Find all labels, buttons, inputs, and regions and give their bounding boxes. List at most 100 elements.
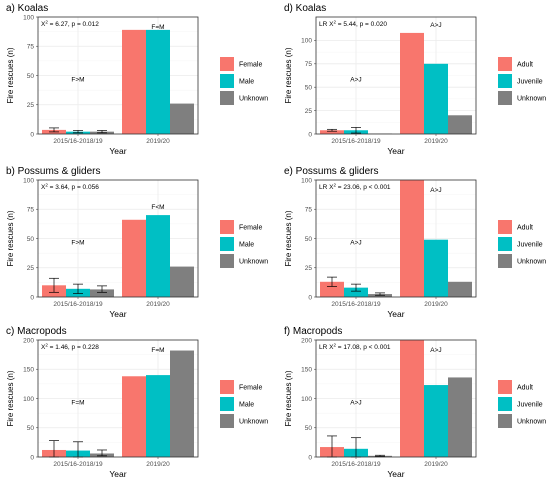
x-tick-label: 2019/20	[146, 301, 170, 308]
y-tick-label: 75	[305, 61, 313, 68]
y-tick-label: 100	[301, 396, 312, 403]
bar-unknown	[448, 115, 472, 134]
bar-male	[146, 215, 170, 297]
chart-panel: 0 25 50 75 100 2015/16-2018/19 2019/20 F>M F=M X2…	[6, 3, 268, 156]
category-annotation: F=M	[151, 24, 164, 31]
category-annotation: A>J	[430, 187, 441, 194]
y-tick-label: 150	[23, 367, 34, 374]
category-annotation: F>M	[71, 76, 84, 83]
legend-key	[498, 380, 512, 394]
x-axis-title: Year	[387, 309, 404, 319]
y-axis-title: Fire rescues (n)	[284, 370, 293, 426]
legend-key	[498, 57, 512, 71]
y-tick-label: 50	[27, 236, 35, 243]
legend-key	[220, 397, 234, 411]
x-axis-title: Year	[109, 309, 126, 319]
y-tick-label: 150	[301, 367, 312, 374]
legend-key	[220, 237, 234, 251]
bar-juvenile	[424, 385, 448, 457]
chart-panel: 0 50 100 150 200 2015/16-2018/19 2019/20 A>J A>J…	[284, 326, 546, 479]
legend-key	[498, 397, 512, 411]
x-axis-title: Year	[109, 469, 126, 479]
category-annotation: F=M	[71, 399, 84, 406]
category-annotation: A>J	[350, 76, 361, 83]
bar-unknown	[170, 266, 194, 297]
bar-unknown	[448, 377, 472, 457]
bar-unknown	[90, 289, 114, 297]
legend-label: Juvenile	[517, 402, 543, 409]
y-tick-label: 75	[305, 207, 313, 214]
stat-annotation: LR X2 = 23.06, p < 0.001	[319, 183, 391, 192]
bar-male	[146, 29, 170, 134]
plot-border	[315, 339, 477, 458]
stat-annotation: LR X2 = 5.44, p = 0.020	[319, 20, 387, 29]
y-tick-label: 100	[23, 396, 34, 403]
category-annotation: A>J	[430, 347, 441, 354]
legend-label: Female	[239, 225, 262, 232]
y-tick-label: 0	[30, 131, 34, 138]
x-tick-label: 2015/16-2018/19	[331, 301, 381, 308]
y-tick-label: 100	[23, 177, 34, 184]
legend-label: Male	[239, 242, 254, 249]
legend-label: Male	[239, 79, 254, 86]
panel-title: f) Macropods	[284, 326, 342, 337]
plot-border	[37, 16, 199, 135]
y-tick-label: 100	[301, 38, 312, 45]
panel-title: a) Koalas	[6, 3, 48, 14]
bar-adult	[320, 281, 344, 297]
y-tick-label: 100	[23, 14, 34, 21]
stat-annotation: X2 = 3.64, p = 0.056	[41, 183, 99, 192]
panel-title: e) Possums & gliders	[284, 166, 378, 177]
legend-label: Adult	[517, 385, 533, 392]
legend-label: Unknown	[239, 259, 268, 266]
y-tick-label: 0	[30, 294, 34, 301]
chart-panel: 0 50 100 150 200 2015/16-2018/19 2019/20 F=M F=M…	[6, 326, 268, 479]
x-tick-label: 2019/20	[146, 461, 170, 468]
y-tick-label: 75	[27, 44, 35, 51]
y-tick-label: 50	[27, 73, 35, 80]
y-tick-label: 50	[305, 236, 313, 243]
legend-label: Male	[239, 402, 254, 409]
legend-key	[220, 220, 234, 234]
y-axis-title: Fire rescues (n)	[6, 210, 15, 266]
chart-panel: 0 25 50 75 100 2015/16-2018/19 2019/20 F>M F<M X2…	[6, 166, 268, 319]
y-axis-title: Fire rescues (n)	[284, 210, 293, 266]
legend-label: Female	[239, 62, 262, 69]
legend-label: Unknown	[517, 96, 546, 103]
legend-key	[220, 414, 234, 428]
legend-key	[498, 91, 512, 105]
y-tick-label: 50	[27, 425, 35, 432]
y-tick-label: 25	[305, 108, 313, 115]
bar-juvenile	[344, 287, 368, 297]
x-tick-label: 2015/16-2018/19	[331, 461, 381, 468]
y-tick-label: 200	[23, 337, 34, 344]
stat-annotation: X2 = 1.46, p = 0.228	[41, 343, 99, 352]
category-annotation: F=M	[151, 347, 164, 354]
legend-key	[498, 74, 512, 88]
x-tick-label: 2015/16-2018/19	[53, 138, 103, 145]
bar-unknown	[448, 281, 472, 297]
y-tick-label: 50	[305, 425, 313, 432]
y-axis-title: Fire rescues (n)	[6, 370, 15, 426]
y-tick-label: 0	[308, 294, 312, 301]
legend-label: Adult	[517, 225, 533, 232]
legend-label: Unknown	[239, 96, 268, 103]
y-tick-label: 0	[308, 454, 312, 461]
stat-annotation: X2 = 6.27, p = 0.012	[41, 20, 99, 29]
plot-border	[315, 16, 477, 135]
y-tick-label: 100	[301, 177, 312, 184]
plot-border	[315, 179, 477, 298]
legend-key	[220, 254, 234, 268]
legend-key	[220, 91, 234, 105]
x-axis-title: Year	[387, 469, 404, 479]
bar-female	[122, 376, 146, 457]
x-tick-label: 2019/20	[424, 461, 448, 468]
x-tick-label: 2015/16-2018/19	[331, 138, 381, 145]
category-annotation: A>J	[430, 22, 441, 29]
category-annotation: F<M	[151, 204, 164, 211]
bar-adult	[400, 340, 424, 457]
bar-female	[122, 29, 146, 134]
legend-label: Unknown	[517, 419, 546, 426]
legend-label: Juvenile	[517, 242, 543, 249]
panel-title: c) Macropods	[6, 326, 67, 337]
